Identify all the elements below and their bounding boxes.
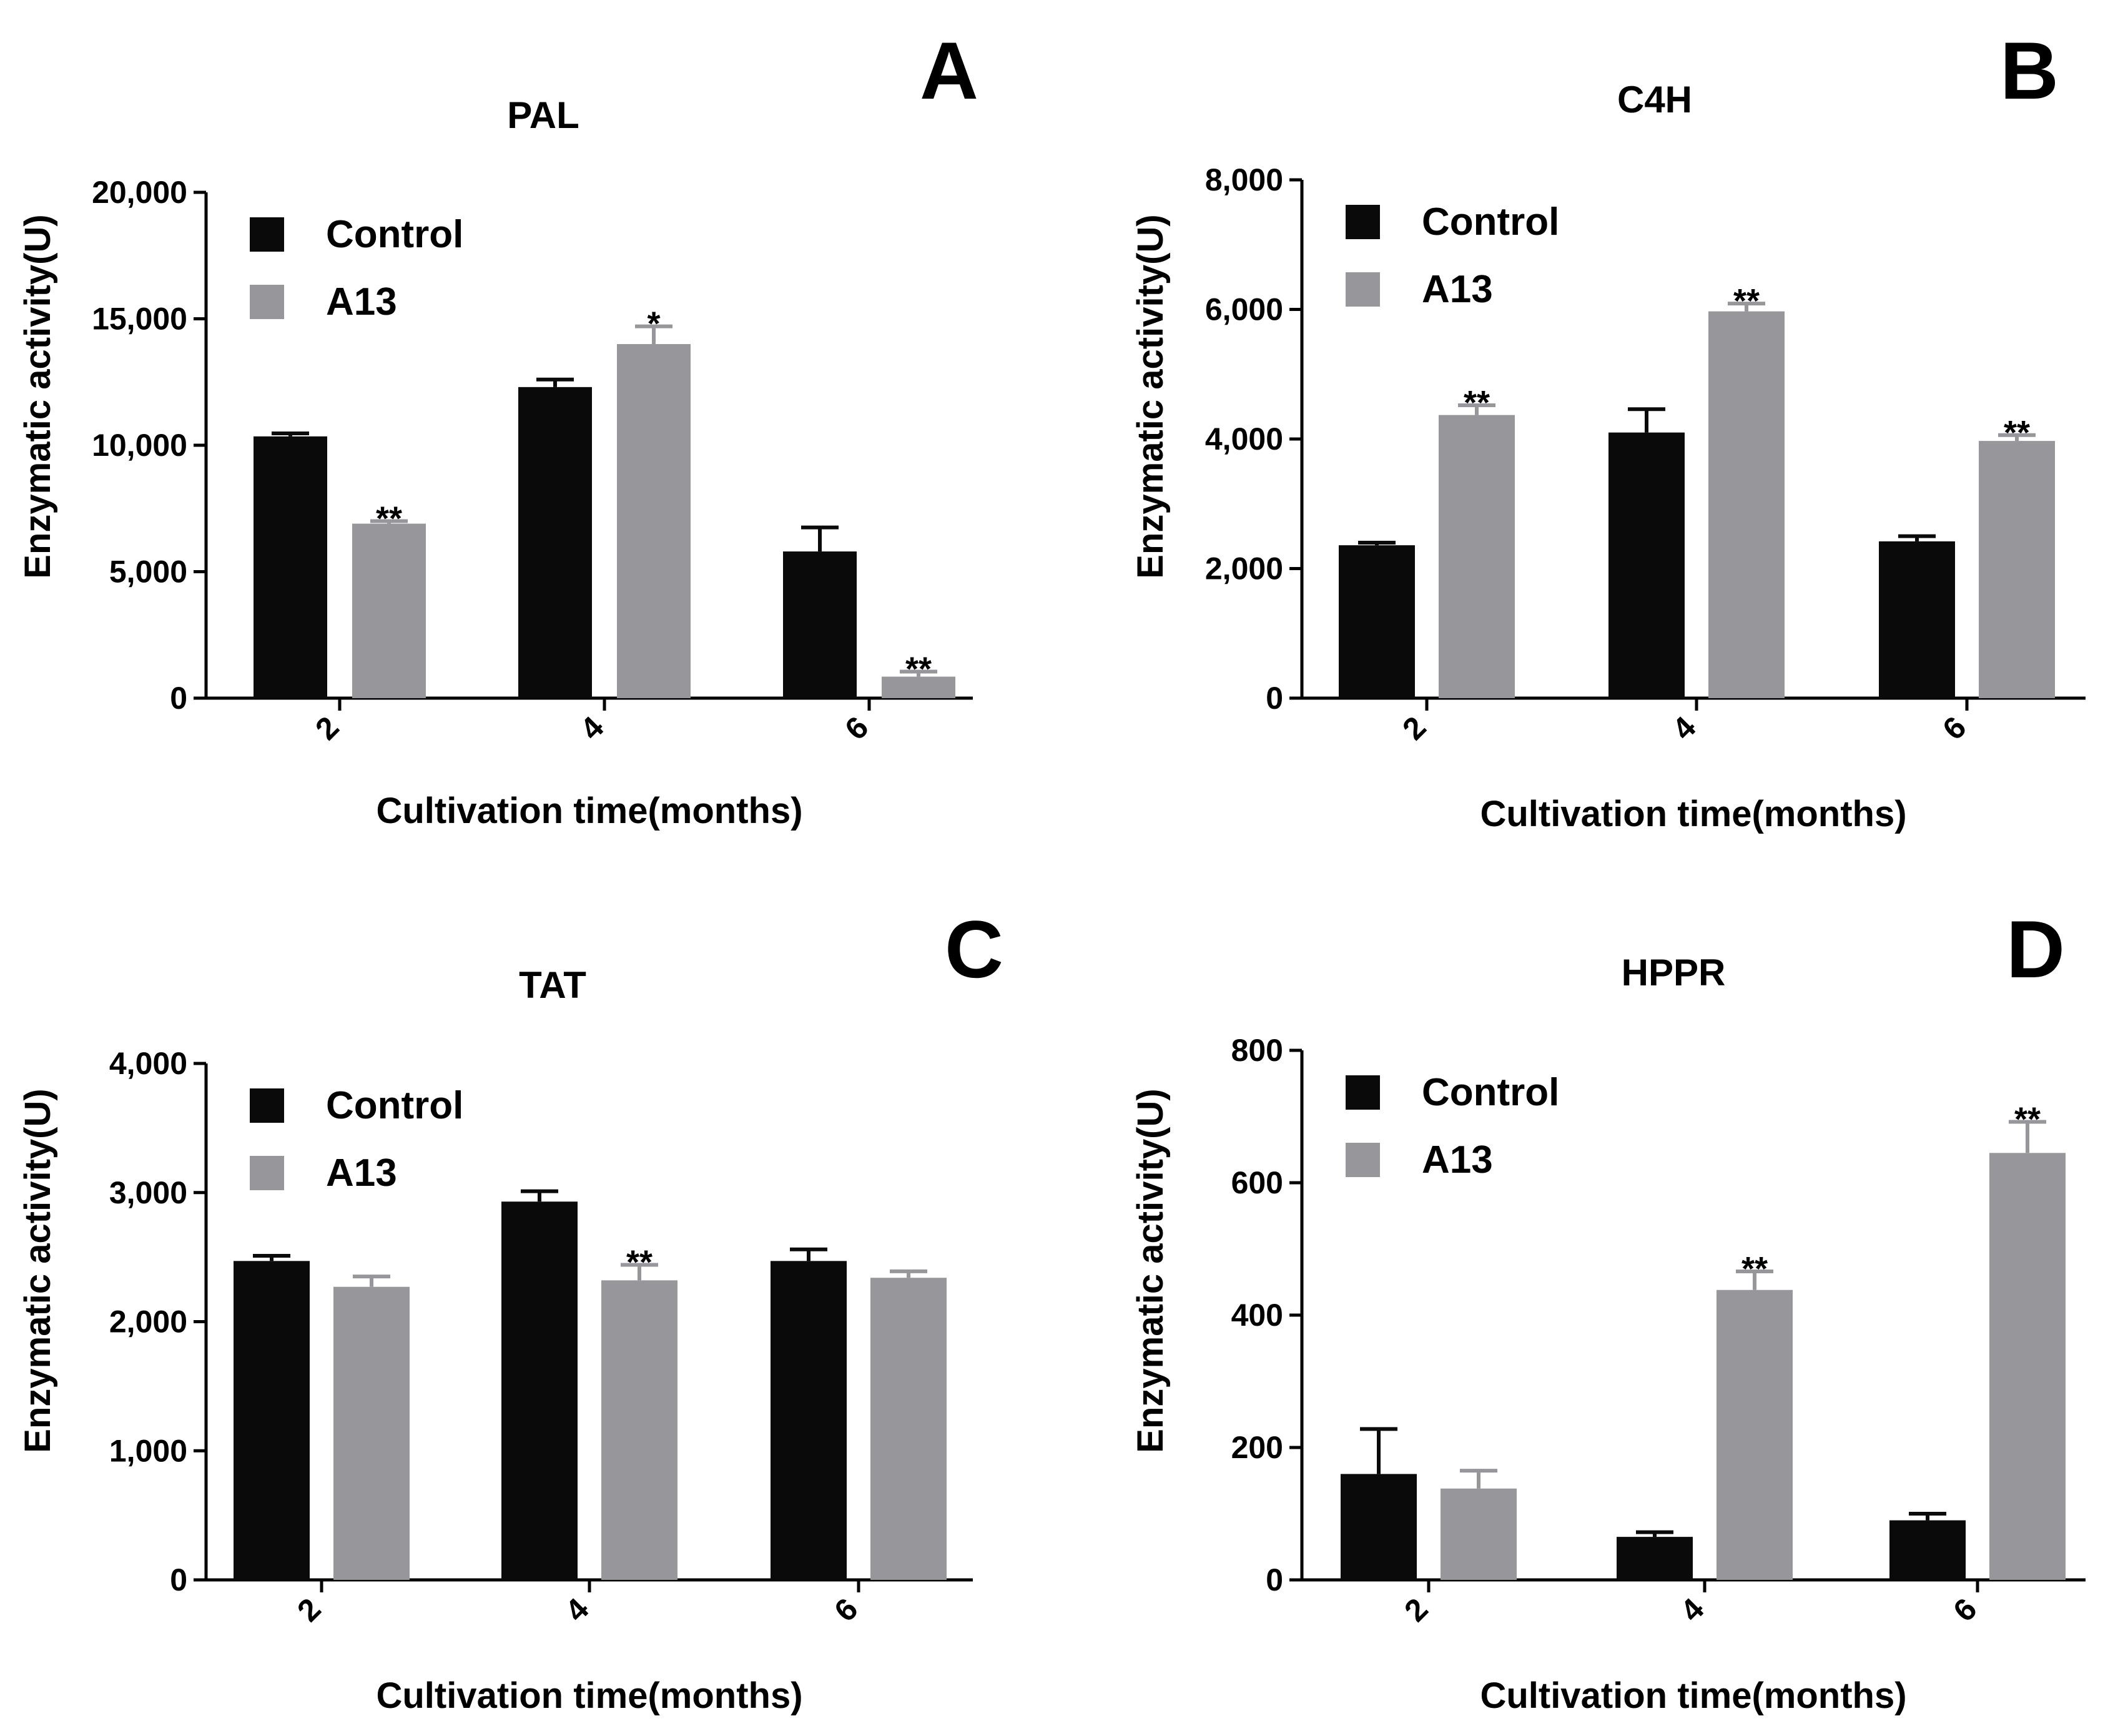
chart-title-a: PAL [507, 94, 579, 136]
y-axis-title-c: Enzymatic activity(U) [17, 1088, 58, 1452]
significance-mark-a: ** [905, 650, 932, 688]
legend-label-control-b: Control [1422, 200, 1559, 244]
legend-label-a13-c: A13 [326, 1152, 397, 1195]
y-tick-label-a: 10,000 [92, 428, 187, 463]
y-axis-title-b: Enzymatic activity(U) [1130, 214, 1171, 578]
y-tick-label-b: 8,000 [1205, 162, 1283, 197]
y-tick-label-a: 15,000 [92, 302, 187, 337]
legend-swatch-control-c [250, 1088, 284, 1123]
bar-control-b-2 [1339, 545, 1415, 698]
bar-control-d-2 [1341, 1474, 1417, 1580]
y-tick-label-c: 3,000 [109, 1175, 187, 1210]
legend-swatch-a13-b [1346, 272, 1380, 307]
x-tick-label-d: 6 [1946, 1591, 1983, 1628]
bar-a13-c-6 [870, 1278, 947, 1580]
x-tick-label-a: 6 [838, 709, 875, 746]
panel-letter-d: D [2006, 904, 2065, 995]
x-tick-label-b: 6 [1936, 709, 1973, 746]
significance-mark-a: * [647, 305, 660, 343]
legend-swatch-control-a [250, 217, 284, 252]
bar-a13-d-6 [1989, 1153, 2066, 1580]
legend-swatch-control-b [1346, 205, 1380, 239]
y-tick-label-d: 600 [1231, 1165, 1283, 1200]
bar-a13-a-4 [617, 344, 691, 698]
x-tick-label-c: 2 [290, 1591, 327, 1628]
x-tick-label-a: 4 [573, 709, 610, 746]
legend-label-a13-a: A13 [326, 280, 397, 323]
y-tick-label-a: 20,000 [92, 175, 187, 210]
legend-swatch-a13-a [250, 285, 284, 319]
y-tick-label-b: 6,000 [1205, 292, 1283, 327]
bar-control-a-4 [518, 387, 592, 698]
significance-mark-a: ** [376, 500, 402, 538]
significance-mark-c: ** [626, 1244, 653, 1281]
y-tick-label-a: 5,000 [109, 555, 187, 589]
y-tick-label-c: 2,000 [109, 1304, 187, 1339]
y-tick-label-a: 0 [170, 681, 187, 716]
bar-a13-c-2 [333, 1286, 410, 1580]
x-tick-label-b: 4 [1665, 709, 1702, 746]
y-axis-title-a: Enzymatic activity(U) [17, 214, 58, 578]
bar-a13-b-4 [1708, 311, 1785, 698]
legend-label-control-c: Control [326, 1084, 463, 1127]
significance-mark-b: ** [2004, 414, 2030, 451]
chart-title-b: C4H [1617, 79, 1692, 121]
bar-control-d-6 [1889, 1520, 1966, 1580]
bar-a13-d-4 [1717, 1290, 1793, 1580]
y-tick-label-b: 0 [1266, 681, 1283, 716]
legend-label-control-a: Control [326, 213, 463, 256]
x-axis-title-a: Cultivation time(months) [376, 791, 802, 831]
x-tick-label-c: 4 [558, 1591, 595, 1628]
bar-a13-a-6 [882, 676, 955, 698]
bar-control-a-6 [783, 551, 857, 698]
x-tick-label-a: 2 [308, 709, 345, 746]
panel-letter-a: A [920, 25, 978, 116]
bar-a13-b-6 [1979, 441, 2055, 698]
bar-control-b-4 [1608, 432, 1685, 698]
bar-a13-c-4 [601, 1280, 677, 1580]
y-tick-label-d: 0 [1266, 1562, 1283, 1597]
bar-control-a-2 [254, 436, 327, 698]
x-axis-title-b: Cultivation time(months) [1480, 794, 1906, 834]
panel-letter-c: C [945, 904, 1003, 995]
bar-a13-d-2 [1441, 1488, 1517, 1580]
x-axis-title-c: Cultivation time(months) [376, 1675, 802, 1716]
significance-mark-b: ** [1464, 384, 1490, 422]
bar-control-c-4 [501, 1201, 578, 1580]
x-axis-title-d: Cultivation time(months) [1480, 1675, 1906, 1716]
legend-swatch-a13-d [1346, 1143, 1380, 1177]
bar-control-d-4 [1617, 1537, 1693, 1580]
y-tick-label-d: 400 [1231, 1298, 1283, 1333]
y-tick-label-b: 4,000 [1205, 422, 1283, 456]
x-tick-label-c: 6 [827, 1591, 864, 1628]
significance-mark-d: ** [1741, 1250, 1768, 1288]
bar-control-c-6 [771, 1261, 847, 1580]
bar-a13-a-2 [352, 523, 426, 698]
legend-label-a13-b: A13 [1422, 268, 1493, 311]
panel-letter-b: B [2000, 25, 2059, 116]
y-tick-label-c: 0 [170, 1562, 187, 1597]
legend-swatch-a13-c [250, 1156, 284, 1190]
x-tick-label-b: 2 [1396, 709, 1432, 746]
bar-a13-b-2 [1439, 415, 1515, 698]
x-tick-label-d: 2 [1397, 1591, 1434, 1628]
bar-control-c-2 [234, 1261, 310, 1580]
chart-title-c: TAT [519, 964, 586, 1006]
y-axis-title-d: Enzymatic activity(U) [1130, 1088, 1171, 1452]
x-tick-label-d: 4 [1673, 1591, 1710, 1628]
bar-control-b-6 [1879, 541, 1955, 698]
legend-label-control-d: Control [1422, 1071, 1559, 1114]
y-tick-label-d: 200 [1231, 1430, 1283, 1465]
y-tick-label-b: 2,000 [1205, 551, 1283, 586]
legend-label-a13-d: A13 [1422, 1138, 1493, 1181]
significance-mark-b: ** [1733, 282, 1760, 320]
y-tick-label-c: 1,000 [109, 1433, 187, 1468]
significance-mark-d: ** [2014, 1100, 2041, 1138]
legend-swatch-control-d [1346, 1075, 1380, 1110]
y-tick-label-d: 800 [1231, 1033, 1283, 1068]
y-tick-label-c: 4,000 [109, 1046, 187, 1081]
chart-title-d: HPPR [1622, 952, 1726, 994]
